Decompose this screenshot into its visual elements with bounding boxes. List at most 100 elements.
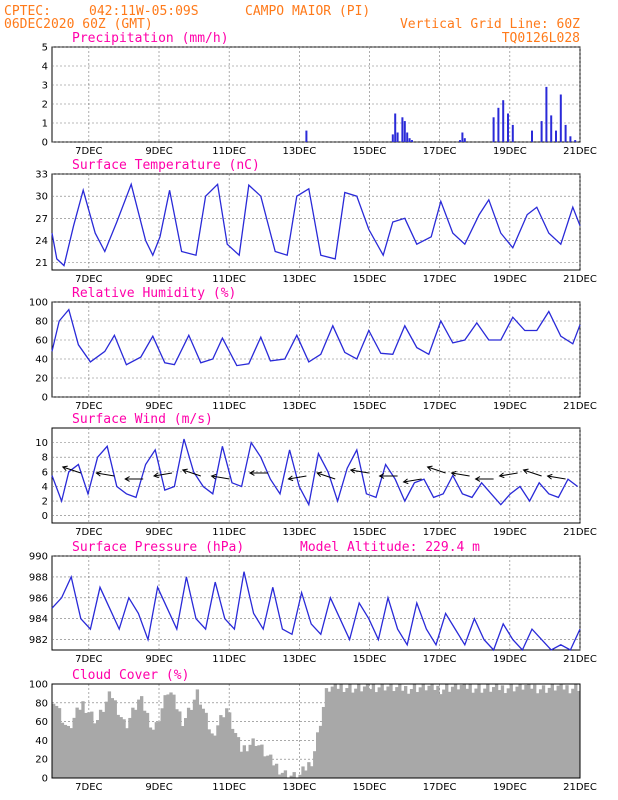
y-tick-label: 80 [35,698,48,709]
cloud-bar [365,684,370,778]
cloud-bar [228,712,232,778]
precip-bar [396,132,399,142]
x-tick-label: 17DEC [423,146,457,157]
cloud-bar [333,684,337,778]
x-tick-label: 11DEC [212,146,246,157]
cloud-bar [72,717,76,778]
wind-arrow-head [498,472,505,479]
cloud-bar [269,754,273,778]
wind-arrow-head [181,468,188,475]
cloud-bar [377,687,381,778]
x-tick-label: 13DEC [282,401,316,412]
x-tick-label: 21DEC [563,146,597,157]
cloud-bar [559,684,563,778]
cloud-bar [421,684,425,778]
x-tick-label: 7DEC [75,401,102,412]
cloud-bar [450,686,455,778]
x-tick-label: 19DEC [493,401,527,412]
cloud-bar [125,728,129,778]
cloud-bar [371,684,376,778]
cloud-bar [274,763,279,778]
cloud-bar [418,687,422,778]
cloud-bar [298,774,302,778]
cloud-bar [101,711,106,778]
cloud-bar [342,691,346,778]
precip-bar [403,121,406,142]
x-tick-label: 11DEC [212,654,246,665]
cloud-bar [163,695,167,778]
cloud-bar [207,729,211,778]
cloud-bar [374,692,378,778]
precip-bar [497,107,500,142]
wind-arrow [96,472,115,477]
series-line [51,308,581,367]
wind-arrow [288,475,307,480]
x-tick-label: 11DEC [212,274,246,285]
y-tick-label: 60 [35,336,48,347]
cloud-bar [142,710,147,778]
cloud-bar [128,717,132,778]
wind-arrow-head [378,473,385,479]
cloud-bar [140,696,144,778]
wind-arrow [523,469,542,477]
cloud-bar [151,729,156,778]
x-tick-label: 7DEC [75,782,102,793]
cloud-bar [251,738,255,778]
x-tick-label: 15DEC [353,401,387,412]
cloud-bar [204,712,208,778]
precip-bar [406,132,409,142]
cloud-bar [380,684,384,778]
cloud-bar [210,733,214,778]
precip-bar [564,124,567,142]
panel-5: 7DEC 9DEC 11DEC 13DEC 15DEC 17DEC 19DEC 21DEC 98… [29,540,597,665]
cloud-bar [506,688,510,778]
cloud-bar [565,685,569,778]
cloud-bar [336,688,340,778]
wind-arrow-head [287,475,294,482]
cloud-bar [527,684,531,778]
cloud-bar [556,685,560,778]
cloud-bar [263,756,267,778]
header-location: CAMPO MAIOR (PI) [245,4,370,19]
cloud-bar [401,690,405,778]
cloud-bar [236,737,241,778]
precip-bar [408,138,411,142]
x-tick-label: 15DEC [353,527,387,538]
wind-arrow-head [450,470,457,477]
cloud-bar [119,717,123,778]
cloud-bar [154,722,158,778]
cloud-bar [266,755,270,778]
header-code: TQ0126L028 [502,31,580,46]
cloud-bar [518,684,522,778]
x-tick-label: 17DEC [423,782,457,793]
x-tick-label: 15DEC [353,146,387,157]
cloud-bar [412,684,417,778]
x-tick-label: 19DEC [493,527,527,538]
cloud-bar [137,699,141,778]
cloud-bar [166,694,170,778]
x-tick-label: 13DEC [282,782,316,793]
header-run: 06DEC2020 60Z (GMT) [4,17,153,32]
cloud-bar [272,765,276,778]
wind-arrow [182,469,201,477]
wind-arrow-head [124,476,130,482]
cloud-bar [324,688,329,778]
y-tick-label: 33 [35,170,48,181]
wind-arrow [153,472,173,477]
panel-title: Cloud Cover (%) [72,668,189,683]
y-tick-label: 4 [42,62,48,73]
wind-arrow-head [316,471,323,478]
panel-title: Relative Humidity (%) [72,286,236,301]
y-tick-label: 24 [35,236,48,247]
precip-bar [492,117,495,142]
y-tick-label: 10 [35,438,48,449]
x-tick-label: 13DEC [282,146,316,157]
cloud-bar [63,724,68,778]
x-tick-label: 21DEC [563,401,597,412]
panel-annotation: Model Altitude: 229.4 m [300,540,480,555]
cloud-bar [201,708,205,778]
cloud-bar [307,762,311,778]
cloud-bar [213,735,217,778]
cloud-bar [530,688,534,778]
precip-bar [569,136,572,142]
